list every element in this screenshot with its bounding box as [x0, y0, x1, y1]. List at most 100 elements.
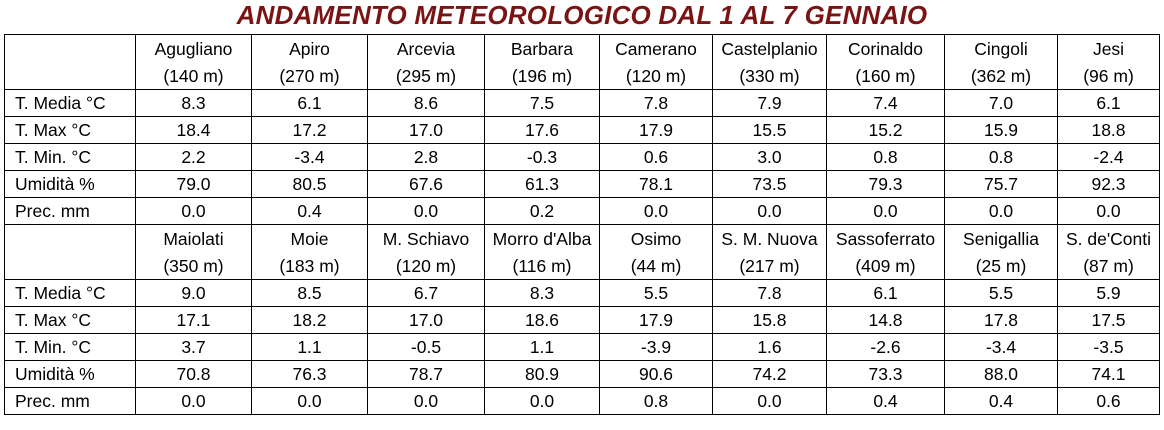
value-cell: 90.6 [599, 360, 713, 388]
station-altitude: (96 m) [1057, 63, 1160, 90]
station-altitude-row: (140 m) (270 m) (295 m) (196 m) (120 m) (330 … [4, 63, 1160, 90]
value-cell: 17.1 [135, 306, 252, 334]
station-name: S. M. Nuova [712, 224, 827, 253]
station-name: Sassoferrato [826, 224, 945, 253]
value-cell: 7.4 [826, 89, 945, 117]
station-name: Jesi [1057, 34, 1160, 63]
station-name: Camerano [599, 34, 713, 63]
value-cell: 3.0 [712, 143, 827, 171]
station-name: Morro d'Alba [484, 224, 600, 253]
station-altitude: (409 m) [826, 253, 945, 280]
header-corner-cell [4, 224, 136, 253]
value-cell: -3.5 [1057, 333, 1160, 361]
station-altitude: (44 m) [599, 253, 713, 280]
value-cell: 0.0 [367, 387, 485, 415]
station-altitude: (330 m) [712, 63, 827, 90]
value-cell: 17.0 [367, 116, 485, 144]
station-altitude: (350 m) [135, 253, 252, 280]
value-cell: 17.8 [944, 306, 1058, 334]
value-cell: 0.0 [135, 387, 252, 415]
value-cell: 73.5 [712, 170, 827, 198]
value-cell: 1.6 [712, 333, 827, 361]
station-altitude: (87 m) [1057, 253, 1160, 280]
station-altitude: (120 m) [367, 253, 485, 280]
station-altitude: (196 m) [484, 63, 600, 90]
value-cell: 0.0 [251, 387, 368, 415]
row-label: T. Min. °C [4, 143, 136, 171]
station-altitude: (140 m) [135, 63, 252, 90]
value-cell: 78.1 [599, 170, 713, 198]
table-row: T. Media °C 8.3 6.1 8.6 7.5 7.8 7.9 7.4 7.0 6.1 [4, 89, 1160, 117]
row-label: Umidità % [4, 360, 136, 388]
station-name: S. de'Conti [1057, 224, 1160, 253]
station-name: Senigallia [944, 224, 1058, 253]
value-cell: 75.7 [944, 170, 1058, 198]
header-corner-cell [4, 34, 136, 63]
value-cell: 79.0 [135, 170, 252, 198]
table-row: T. Media °C 9.0 8.5 6.7 8.3 5.5 7.8 6.1 5.5 5.9 [4, 279, 1160, 307]
value-cell: 73.3 [826, 360, 945, 388]
value-cell: 15.8 [712, 306, 827, 334]
value-cell: 17.0 [367, 306, 485, 334]
value-cell: 6.1 [826, 279, 945, 307]
table-row: T. Min. °C 3.7 1.1 -0.5 1.1 -3.9 1.6 -2.6 -3.4 -3… [4, 333, 1160, 361]
value-cell: 7.5 [484, 89, 600, 117]
value-cell: -3.4 [944, 333, 1058, 361]
value-cell: 0.0 [1057, 197, 1160, 225]
station-name: Agugliano [135, 34, 252, 63]
value-cell: 2.8 [367, 143, 485, 171]
value-cell: 0.0 [944, 197, 1058, 225]
value-cell: 0.0 [484, 387, 600, 415]
station-altitude: (120 m) [599, 63, 713, 90]
value-cell: 14.8 [826, 306, 945, 334]
value-cell: 15.2 [826, 116, 945, 144]
station-name: M. Schiavo [367, 224, 485, 253]
value-cell: 78.7 [367, 360, 485, 388]
value-cell: 7.8 [712, 279, 827, 307]
value-cell: -0.3 [484, 143, 600, 171]
value-cell: 15.9 [944, 116, 1058, 144]
table-row: Prec. mm 0.0 0.4 0.0 0.2 0.0 0.0 0.0 0.0 0.0 [4, 197, 1160, 225]
station-altitude: (362 m) [944, 63, 1058, 90]
value-cell: 0.2 [484, 197, 600, 225]
value-cell: 5.5 [944, 279, 1058, 307]
value-cell: 70.8 [135, 360, 252, 388]
table-row: T. Min. °C 2.2 -3.4 2.8 -0.3 0.6 3.0 0.8 0.8 -2.4 [4, 143, 1160, 171]
table-row: T. Max °C 17.1 18.2 17.0 18.6 17.9 15.8 14.8 17.… [4, 306, 1160, 334]
row-label: T. Max °C [4, 306, 136, 334]
row-label: T. Min. °C [4, 333, 136, 361]
value-cell: 5.5 [599, 279, 713, 307]
value-cell: -2.6 [826, 333, 945, 361]
table-row: Umidità % 79.0 80.5 67.6 61.3 78.1 73.5 79.3 75.… [4, 170, 1160, 198]
table-row: Prec. mm 0.0 0.0 0.0 0.0 0.8 0.0 0.4 0.4 0.6 [4, 387, 1160, 415]
value-cell: 3.7 [135, 333, 252, 361]
station-name: Maiolati [135, 224, 252, 253]
station-name: Moie [251, 224, 368, 253]
value-cell: 0.0 [135, 197, 252, 225]
value-cell: 17.9 [599, 116, 713, 144]
station-altitude: (25 m) [944, 253, 1058, 280]
value-cell: 17.6 [484, 116, 600, 144]
row-label: T. Media °C [4, 279, 136, 307]
value-cell: 6.7 [367, 279, 485, 307]
row-label: T. Max °C [4, 116, 136, 144]
value-cell: 92.3 [1057, 170, 1160, 198]
station-name-row: Agugliano Apiro Arcevia Barbara Camerano Cast… [4, 34, 1160, 63]
station-name: Osimo [599, 224, 713, 253]
row-label: Prec. mm [4, 387, 136, 415]
value-cell: 76.3 [251, 360, 368, 388]
value-cell: 9.0 [135, 279, 252, 307]
value-cell: 0.6 [1057, 387, 1160, 415]
station-altitude: (160 m) [826, 63, 945, 90]
value-cell: 0.8 [599, 387, 713, 415]
value-cell: 0.4 [251, 197, 368, 225]
row-label: Umidità % [4, 170, 136, 198]
value-cell: 67.6 [367, 170, 485, 198]
value-cell: 0.0 [367, 197, 485, 225]
value-cell: 17.2 [251, 116, 368, 144]
value-cell: 0.8 [826, 143, 945, 171]
value-cell: -0.5 [367, 333, 485, 361]
value-cell: 18.4 [135, 116, 252, 144]
value-cell: 61.3 [484, 170, 600, 198]
value-cell: 0.4 [826, 387, 945, 415]
